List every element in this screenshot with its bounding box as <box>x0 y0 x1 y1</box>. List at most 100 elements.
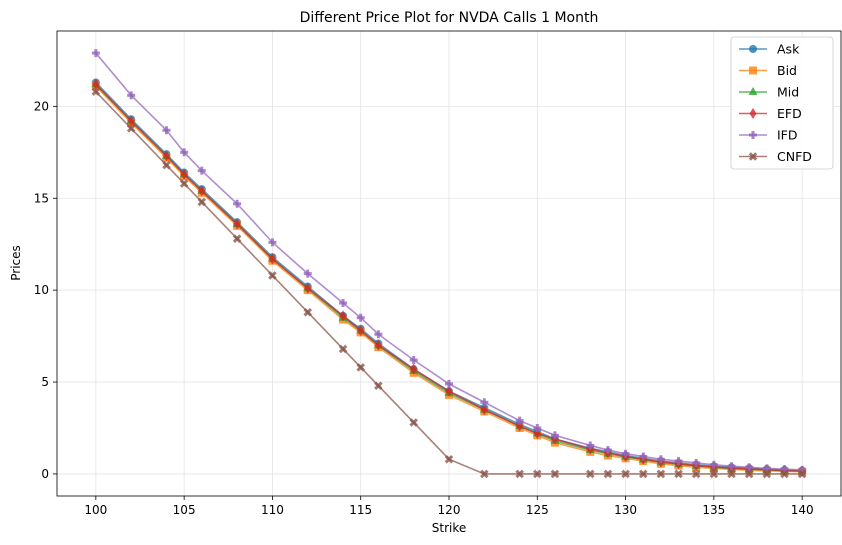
x-tick-label: 100 <box>84 503 107 517</box>
x-marker-b <box>674 469 683 479</box>
legend-marker-efd <box>749 108 757 119</box>
x-marker-b <box>638 469 648 479</box>
data-point-efd <box>339 310 347 322</box>
legend: Ask Bid Mid EFD IFD CNFD <box>730 36 834 170</box>
data-point-efd <box>233 218 241 230</box>
data-point-cnfd <box>303 307 312 317</box>
legend-label-efd: EFD <box>777 106 802 121</box>
x-marker-b <box>162 160 171 170</box>
x-tick-label: 140 <box>791 503 814 517</box>
x-marker-b <box>480 469 489 479</box>
x-marker-b <box>709 469 719 479</box>
legend-label-mid: Mid <box>777 85 799 100</box>
legend-item-ifd: IFD <box>739 128 798 143</box>
x-marker-b <box>656 469 666 479</box>
x-tick-label: 130 <box>614 503 637 517</box>
legend-marker-ifd <box>749 131 757 139</box>
series-layer <box>91 49 807 479</box>
data-point-ifd <box>745 463 754 472</box>
data-point-ifd <box>409 355 418 364</box>
data-point-efd <box>357 325 365 337</box>
y-axis-ticks: 0 5 10 15 20 <box>34 99 57 481</box>
data-point-ifd <box>127 91 136 100</box>
legend-item-bid: Bid <box>739 63 797 78</box>
x-marker-b <box>727 469 736 479</box>
y-tick-label: 15 <box>34 191 49 205</box>
y-tick-label: 10 <box>34 283 49 297</box>
data-point-efd <box>92 78 100 90</box>
data-point-efd <box>162 150 170 162</box>
data-point-cnfd <box>179 179 189 188</box>
legend-item-ask: Ask <box>739 42 800 57</box>
data-point-ifd <box>656 455 665 464</box>
data-point-cnfd <box>91 87 101 96</box>
data-point-cnfd <box>409 418 418 427</box>
data-point-cnfd <box>656 469 666 479</box>
data-point-cnfd <box>586 469 595 479</box>
data-point-ifd <box>515 416 524 425</box>
data-point-ifd <box>603 446 612 455</box>
x-marker-b <box>621 469 630 479</box>
data-point-ifd <box>303 269 312 278</box>
x-marker-b <box>232 234 242 243</box>
data-point-cnfd <box>480 469 489 479</box>
series-ifd <box>91 49 807 474</box>
legend-label-ask: Ask <box>777 42 800 57</box>
data-point-ifd <box>727 462 736 471</box>
data-point-ifd <box>533 423 542 432</box>
data-point-cnfd <box>162 160 171 170</box>
x-marker-b <box>780 469 789 479</box>
data-point-cnfd <box>550 469 560 479</box>
data-point-efd <box>198 185 206 197</box>
legend-item-mid: Mid <box>739 85 799 100</box>
series-line-cnfd <box>95 91 803 475</box>
x-marker-b <box>356 363 365 372</box>
data-point-ifd <box>374 330 383 339</box>
data-point-ifd <box>550 431 559 440</box>
x-tick-label: 120 <box>438 503 461 517</box>
data-point-cnfd <box>797 469 807 479</box>
legend-marker-cnfd <box>748 152 758 161</box>
x-marker-b <box>550 469 560 479</box>
data-point-cnfd <box>232 234 242 243</box>
data-point-cnfd <box>780 469 789 479</box>
y-tick-label: 0 <box>41 467 49 481</box>
data-point-efd <box>180 168 188 180</box>
legend-label-cnfd: CNFD <box>777 149 812 164</box>
x-marker-b <box>179 179 189 188</box>
data-point-ifd <box>445 379 453 388</box>
x-tick-label: 125 <box>526 503 549 517</box>
series-cnfd <box>91 87 807 479</box>
data-point-efd <box>410 363 418 375</box>
data-point-cnfd <box>126 124 136 133</box>
x-marker-b <box>91 87 101 96</box>
data-point-cnfd <box>356 363 365 372</box>
x-marker-b <box>268 271 277 280</box>
x-marker-b <box>691 469 701 479</box>
data-point-cnfd <box>709 469 719 479</box>
data-point-ifd <box>639 452 648 461</box>
data-point-cnfd <box>691 469 701 479</box>
x-marker-b <box>515 469 524 479</box>
x-tick-label: 110 <box>261 503 284 517</box>
x-marker-b <box>374 381 383 390</box>
data-point-ifd <box>709 460 718 469</box>
data-point-ifd <box>197 166 206 175</box>
legend-marker-mid <box>748 87 758 95</box>
legend-label-ifd: IFD <box>777 128 798 143</box>
data-point-efd <box>304 282 312 294</box>
data-point-cnfd <box>621 469 630 479</box>
x-marker-b <box>797 469 807 479</box>
x-marker-b <box>126 124 136 133</box>
data-point-ifd <box>91 49 100 58</box>
x-marker-b <box>338 344 348 354</box>
x-marker-b <box>303 307 312 317</box>
y-axis-label: Prices <box>9 245 23 281</box>
data-point-ifd <box>674 457 683 466</box>
data-point-ifd <box>762 464 771 473</box>
data-point-cnfd <box>338 344 348 354</box>
legend-marker-ask <box>749 45 757 53</box>
data-point-cnfd <box>268 271 277 280</box>
x-marker-b <box>197 197 207 207</box>
x-tick-label: 115 <box>349 503 372 517</box>
